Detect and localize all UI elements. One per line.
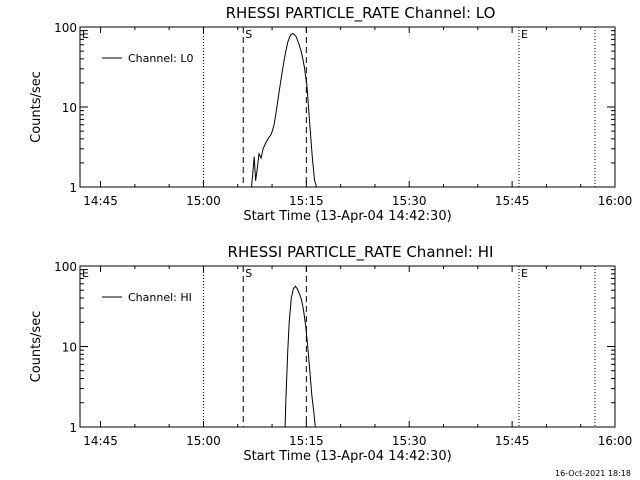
lo-x-tick-label: 16:00	[598, 194, 633, 208]
lo-series-line	[251, 32, 318, 188]
lo-x-axis-label: Start Time (13-Apr-04 14:42:30)	[243, 209, 451, 224]
hi-marker-label: E	[82, 267, 89, 280]
hi-marker-label: E	[521, 267, 528, 280]
lo-x-tick-label: 15:15	[289, 194, 324, 208]
hi-y-tick-label: 10	[62, 341, 77, 355]
hi-marker-label: S	[245, 267, 252, 280]
lo-x-tick-label: 15:30	[392, 194, 427, 208]
hi-legend-label: Channel: HI	[128, 291, 192, 304]
lo-marker-label: E	[82, 28, 89, 41]
hi-y-tick-label: 100	[54, 260, 77, 274]
lo-y-axis-label: Counts/sec	[29, 71, 44, 143]
hi-x-tick-label: 15:30	[392, 434, 427, 448]
hi-series-line	[284, 285, 316, 428]
lo-plot-frame	[79, 26, 616, 188]
lo-x-tick-label: 14:45	[83, 194, 118, 208]
lo-y-tick-label: 10	[62, 101, 77, 115]
hi-x-tick-label: 16:00	[598, 434, 633, 448]
lo-marker-label: E	[521, 28, 528, 41]
hi-x-tick-label: 15:45	[495, 434, 530, 448]
hi-x-axis-label: Start Time (13-Apr-04 14:42:30)	[243, 449, 451, 464]
plot-timestamp: 16-Oct-2021 18:18	[555, 469, 631, 478]
lo-x-tick-label: 15:45	[495, 194, 530, 208]
lo-y-tick-label: 1	[69, 181, 77, 195]
hi-chart-title: RHESSI PARTICLE_RATE Channel: HI	[228, 243, 494, 262]
lo-chart-title: RHESSI PARTICLE_RATE Channel: LO	[226, 4, 496, 23]
hi-y-axis-label: Counts/sec	[29, 311, 44, 383]
lo-marker-label: S	[245, 28, 252, 41]
hi-y-tick-label: 1	[69, 421, 77, 435]
lo-legend-label: Channel: L0	[128, 52, 194, 65]
hi-x-tick-label: 15:15	[289, 434, 324, 448]
lo-x-tick-label: 15:00	[186, 194, 221, 208]
hi-x-tick-label: 15:00	[186, 434, 221, 448]
lo-y-tick-label: 100	[54, 21, 77, 35]
hi-x-tick-label: 14:45	[83, 434, 118, 448]
